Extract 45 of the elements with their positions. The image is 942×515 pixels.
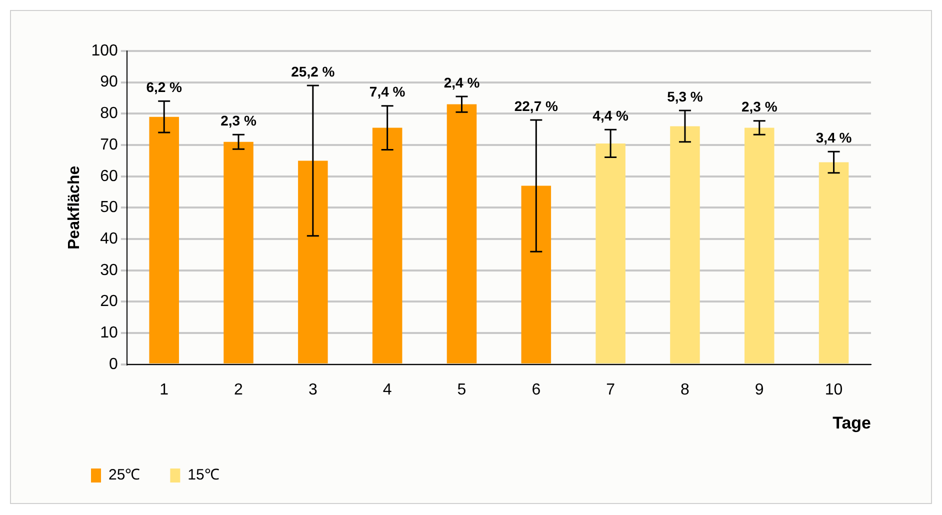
x-tick-label: 1 (160, 381, 169, 398)
bar (596, 143, 626, 364)
bar (224, 142, 254, 364)
y-tick-label: 60 (100, 168, 118, 185)
bar (149, 116, 179, 364)
annotation: 5,3 % (667, 88, 704, 104)
legend-label: 25℃ (108, 466, 140, 484)
y-tick-label: 20 (100, 293, 118, 310)
bar (744, 128, 774, 364)
x-tick-label: 4 (382, 381, 392, 398)
y-tick-label: 40 (100, 230, 118, 248)
annotation: 2,4 % (444, 74, 480, 90)
annotation: 25,2 % (291, 63, 336, 80)
x-tick-label: 2 (234, 381, 244, 398)
x-tick-label: 6 (532, 381, 541, 398)
y-axis-title: Peakfläche (66, 166, 84, 250)
x-tick-label: 7 (606, 381, 616, 398)
bar (446, 104, 477, 364)
x-axis-title: Tage (832, 413, 871, 432)
x-tick-label: 10 (824, 381, 843, 398)
annotation: 6,2 % (146, 79, 183, 96)
y-tick-label: 0 (108, 356, 118, 373)
x-tick-label: 3 (308, 381, 318, 398)
y-tick-label: 30 (100, 262, 118, 279)
annotation: 7,4 % (369, 84, 406, 100)
y-tick-label: 100 (91, 42, 118, 60)
bar (818, 162, 849, 364)
x-tick-label: 8 (680, 381, 690, 398)
y-tick-label: 90 (100, 74, 118, 91)
bar (372, 128, 402, 364)
y-tick-label: 80 (100, 105, 118, 122)
x-tick-label: 5 (457, 381, 466, 398)
y-tick-label: 70 (100, 136, 118, 154)
annotation: 2,3 % (220, 112, 257, 129)
annotation: 2,3 % (741, 98, 778, 115)
legend-label: 15℃ (188, 466, 220, 484)
x-tick-label: 9 (754, 381, 764, 398)
bar (521, 186, 552, 364)
annotation: 22,7 % (514, 98, 558, 114)
y-tick-label: 50 (100, 199, 118, 216)
annotation: 4,4 % (592, 108, 630, 124)
bar (298, 160, 328, 364)
bar (670, 126, 700, 364)
y-tick-label: 10 (100, 324, 118, 342)
annotation: 3,4 % (816, 129, 852, 146)
